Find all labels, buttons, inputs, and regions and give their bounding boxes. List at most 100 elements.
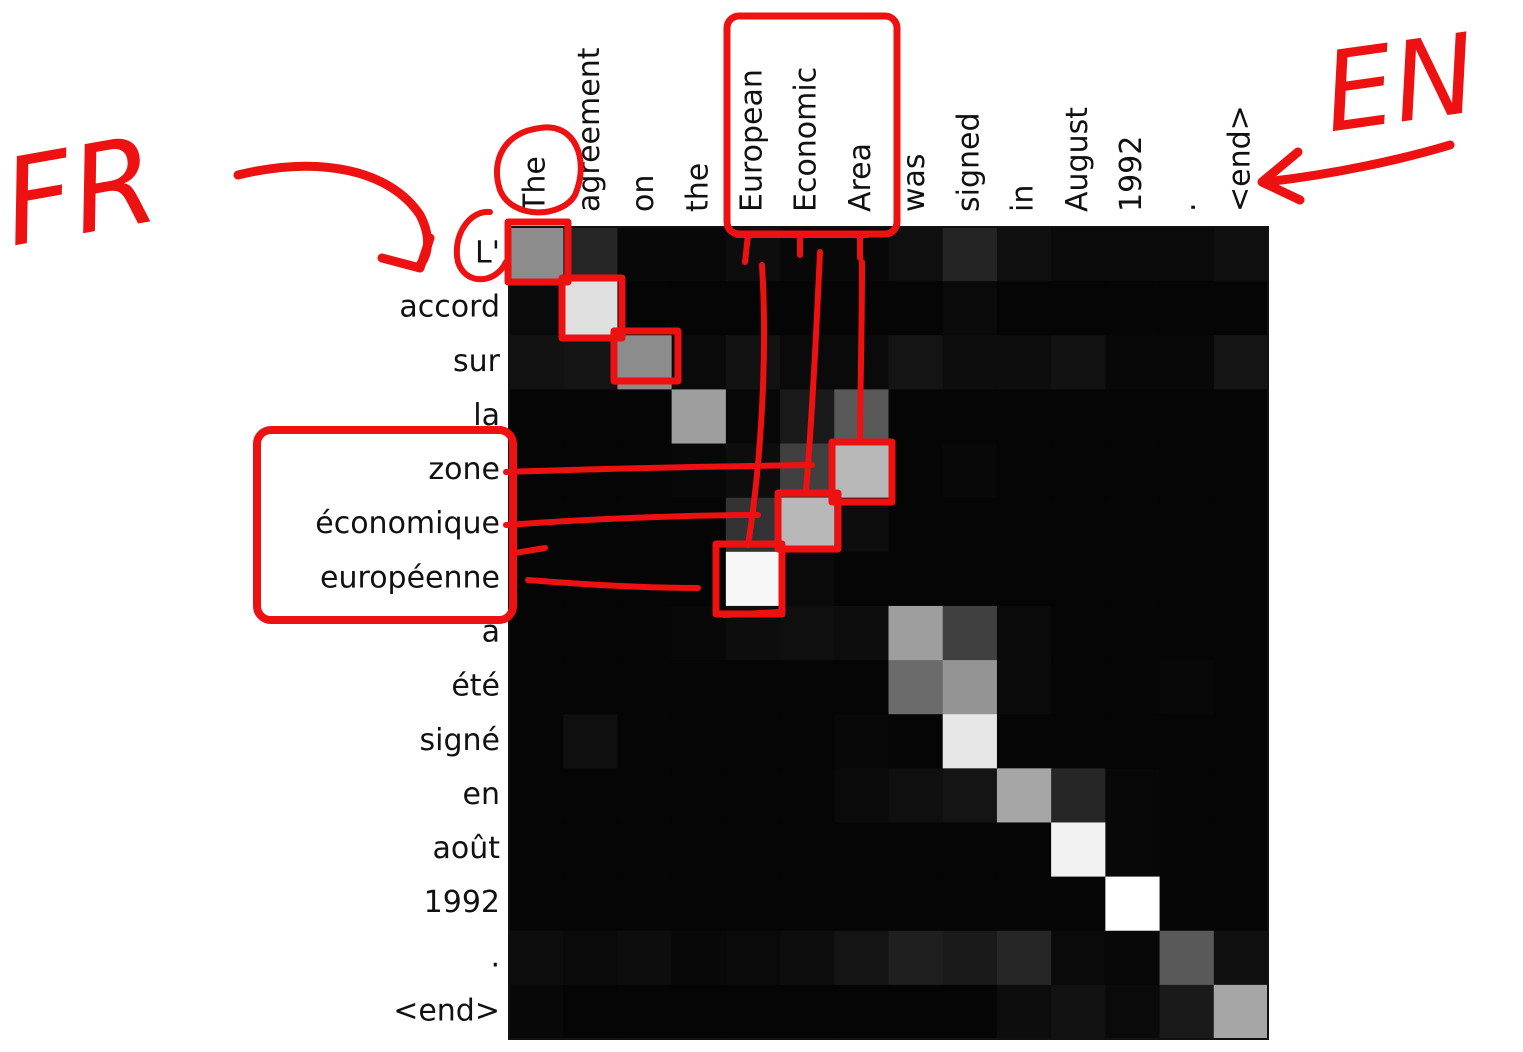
heatmap-cell [1051,551,1106,607]
heatmap-cell [834,551,890,607]
heatmap-cell [509,714,564,769]
heatmap-cell [780,335,835,390]
heatmap-cell [996,497,1052,553]
heatmap-cell [509,930,564,986]
heatmap-cell [563,984,619,1040]
box-diag-1 [504,218,572,286]
heatmap-cell [1051,389,1106,445]
y-tick-label: <end> [393,993,500,1028]
heatmap-cell [780,876,835,932]
heatmap-cell [942,389,998,445]
heatmap-cell [509,335,564,390]
heatmap-cell [563,930,619,986]
heatmap-cell [1159,876,1215,932]
heatmap-cell [888,768,944,824]
heatmap-cell [942,822,998,878]
y-tick-label: zone [428,452,500,487]
heatmap-cell [942,227,998,282]
heatmap-cell [563,714,619,769]
box-economique-economic [774,489,842,553]
heatmap-cell [942,335,998,390]
heatmap-cell [1105,930,1161,986]
heatmap-cell [1213,714,1269,769]
heatmap-cell [509,281,564,336]
x-tick-label: <end> [1222,105,1257,212]
box-diag-3 [610,327,682,385]
x-tick-label: in [1006,185,1041,212]
heatmap-cell [725,660,781,715]
y-tick-label: en [463,777,500,812]
heatmap-cell [563,389,619,445]
heatmap-cell [617,984,673,1040]
heatmap-cell [996,551,1052,607]
y-tick-label: 1992 [424,885,500,920]
y-tick-label: été [451,669,500,704]
heatmap-cell [1159,714,1215,769]
heatmap-cell [617,822,673,878]
heatmap-cell [942,605,998,661]
fr-arrow [233,161,432,270]
y-tick-label: sur [453,344,501,379]
heatmap-cell [1051,714,1106,769]
heatmap-cell [617,551,673,607]
heatmap-cell [1159,551,1215,607]
heatmap-cell [780,551,835,607]
link-economique-economic [503,249,823,528]
heatmap-cell [1051,497,1106,553]
heatmap-cell [617,497,673,553]
heatmap-cell [1105,876,1161,932]
heatmap-cell [509,984,564,1040]
heatmap-cell [780,497,835,553]
heatmap-cell [617,876,673,932]
heatmap-cell [888,281,944,336]
heatmap-cell [1213,605,1269,661]
heatmap-cell [671,984,727,1040]
heatmap-cell [617,768,673,824]
heatmap-cell [617,605,673,661]
heatmap-cell [1051,227,1106,282]
heatmap-cell [888,714,944,769]
heatmap-cell [888,551,944,607]
heatmap-cell [888,876,944,932]
heatmap-cell [563,660,619,715]
heatmap-cell [671,930,727,986]
heatmap-cell [996,227,1052,282]
heatmap-cell [617,930,673,986]
heatmap-cell [996,930,1052,986]
heatmap-cell [888,227,944,282]
heatmap-cell [563,822,619,878]
y-tick-label: économique [315,506,500,541]
heatmap-cell [1051,660,1106,715]
heatmap-cell [780,281,835,336]
heatmap-cell [1213,930,1269,986]
box-diag-2 [558,274,626,342]
heatmap-cell [1159,930,1215,986]
heatmap-cell [996,335,1052,390]
y-tick-label: signé [420,723,500,758]
heatmap-cell [996,984,1052,1040]
link-europeenne-european [525,262,768,591]
heatmap-cell [1213,551,1269,607]
x-tick-label: . [1168,202,1203,212]
heatmap-cell [942,497,998,553]
heatmap-cell [888,822,944,878]
heatmap-cell [725,930,781,986]
heatmap-cell [725,768,781,824]
heatmap-cell [1105,497,1161,553]
heatmap-cell [1105,605,1161,661]
heatmap-cell [780,984,835,1040]
heatmap-cell [1159,389,1215,445]
heatmap-cell [1105,335,1161,390]
heatmap-cell [671,389,727,445]
heatmap-cell [1051,930,1106,986]
heatmap-cell [888,930,944,986]
heatmap-cell [996,714,1052,769]
y-tick-label: août [432,831,500,866]
heatmap-cell [1213,389,1269,445]
heatmap-cell [942,930,998,986]
heatmap-cell [1105,660,1161,715]
heatmap-cell [671,443,727,499]
heatmap-cell [563,227,619,282]
heatmap-cell [834,714,890,769]
heatmap-cell [617,281,673,336]
